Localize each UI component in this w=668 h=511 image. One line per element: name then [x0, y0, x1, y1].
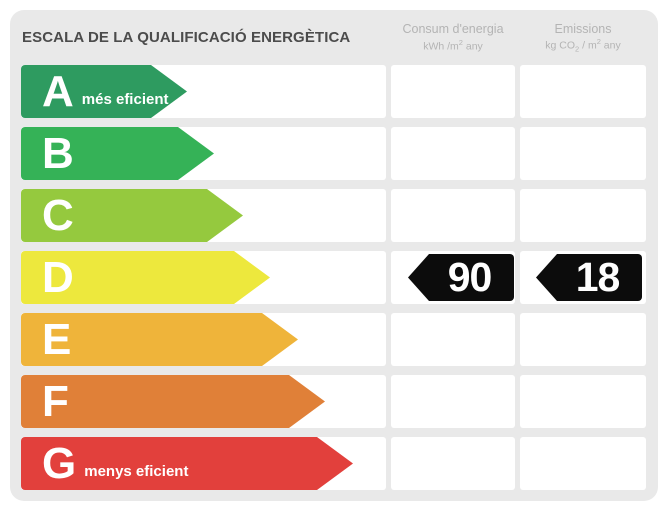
consum-cell: [391, 437, 515, 490]
consum-cell: [391, 65, 515, 118]
grade-letter: A: [42, 66, 73, 116]
grade-note: menys eficient: [84, 463, 189, 480]
consum-unit-tail: any: [462, 40, 483, 53]
emissions-column-header: Emissions kg CO2 / m2 any: [520, 21, 646, 55]
grade-arrow: D: [21, 251, 270, 304]
consum-cell: [391, 189, 515, 242]
grade-letter: B: [42, 128, 73, 178]
emissions-cell: [520, 189, 646, 242]
grade-letter: D: [42, 252, 73, 302]
grade-letter: G: [42, 438, 76, 488]
consum-unit-base: kWh /m: [423, 40, 459, 53]
consum-column-header: Consum d'energia kWh /m2 any: [391, 21, 515, 53]
emissions-unit-mid: / m: [579, 39, 597, 52]
consum-cell: [391, 127, 515, 180]
consum-cell: [391, 313, 515, 366]
emissions-cell: [520, 437, 646, 490]
grade-note: més eficient: [81, 91, 169, 108]
emissions-cell: [520, 313, 646, 366]
grade-arrow: C: [21, 189, 243, 242]
scale-row: E: [21, 313, 647, 366]
grade-arrow: E: [21, 313, 298, 366]
scale-row: D 90 18: [21, 251, 647, 304]
emissions-unit-tail: any: [600, 39, 621, 52]
consum-cell: [391, 375, 515, 428]
emissions-rating-badge: 18: [536, 254, 642, 301]
consum-value: 90: [447, 254, 493, 300]
grade-arrow: B: [21, 127, 214, 180]
consum-unit-sup: 2: [458, 37, 463, 47]
scale-cell: E: [21, 313, 386, 366]
scale-cell: B: [21, 127, 386, 180]
emissions-cell: [520, 127, 646, 180]
grade-letter: F: [42, 376, 68, 426]
consum-column-unit: kWh /m2 any: [391, 38, 515, 54]
emissions-cell: 18: [520, 251, 646, 304]
scale-row: A més eficient: [21, 65, 647, 118]
scale-rows: A més eficient B: [21, 65, 647, 490]
page-title: ESCALA DE LA QUALIFICACIÓ ENERGÈTICA: [22, 29, 351, 46]
consum-cell: 90: [391, 251, 515, 304]
emissions-unit-sub: 2: [575, 44, 580, 54]
grade-arrow: G menys eficient: [21, 437, 353, 490]
scale-cell: F: [21, 375, 386, 428]
scale-row: C: [21, 189, 647, 242]
scale-row: G menys eficient: [21, 437, 647, 490]
grade-letter: E: [42, 314, 71, 364]
consum-rating-badge: 90: [408, 254, 514, 301]
scale-cell: C: [21, 189, 386, 242]
scale-cell: A més eficient: [21, 65, 386, 118]
emissions-column-name: Emissions: [554, 21, 612, 36]
header-row: ESCALA DE LA QUALIFICACIÓ ENERGÈTICA Con…: [21, 10, 647, 65]
emissions-cell: [520, 375, 646, 428]
grade-arrow: A més eficient: [21, 65, 187, 118]
emissions-unit-sup: 2: [596, 36, 601, 46]
grade-letter: C: [42, 190, 73, 240]
energy-rating-label: ESCALA DE LA QUALIFICACIÓ ENERGÈTICA Con…: [10, 10, 658, 501]
scale-cell: D: [21, 251, 386, 304]
emissions-column-unit: kg CO2 / m2 any: [520, 37, 646, 54]
grade-arrow: F: [21, 375, 325, 428]
scale-cell: G menys eficient: [21, 437, 386, 490]
emissions-unit-base: kg CO: [545, 39, 576, 52]
scale-row: B: [21, 127, 647, 180]
emissions-value: 18: [575, 254, 621, 300]
emissions-cell: [520, 65, 646, 118]
scale-row: F: [21, 375, 647, 428]
consum-column-name: Consum d'energia: [402, 22, 504, 37]
